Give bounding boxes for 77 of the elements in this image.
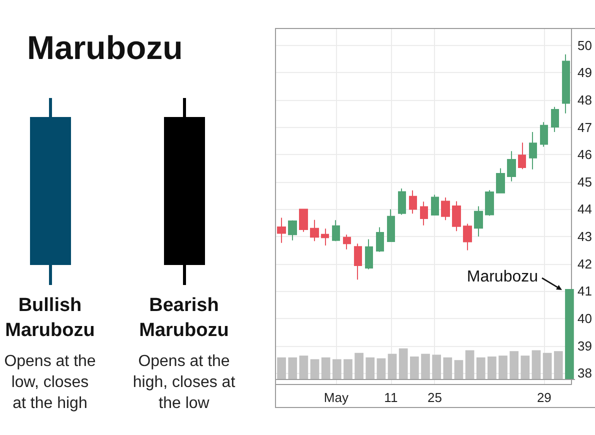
candlestick [496, 168, 505, 194]
candlestick [332, 220, 340, 242]
y-tick-label: 38 [578, 366, 592, 381]
text: Opens at the low, closes at the high [3, 352, 97, 414]
bar [366, 357, 375, 379]
candlestick [551, 106, 559, 132]
candlestick [310, 219, 319, 242]
text: Opens at the high, closes at the low [132, 352, 236, 414]
y-tick-label: 44 [578, 202, 592, 217]
y-tick-label: 40 [578, 310, 592, 326]
text: Marubozu [27, 28, 183, 68]
bar [432, 354, 442, 379]
text: Bearish Marubozu [138, 294, 230, 343]
bar [321, 357, 330, 379]
candlestick [529, 131, 537, 170]
y-tick-label: 48 [578, 92, 592, 108]
bar [288, 357, 298, 379]
bar [277, 357, 286, 379]
candlestick [507, 150, 516, 182]
candlestick [518, 142, 526, 170]
y-tick-label: 43 [578, 229, 592, 244]
text: Bullish Marubozu [4, 294, 96, 343]
y-tick-label: 42 [578, 256, 592, 272]
candlestick [365, 238, 373, 270]
candlestick [398, 188, 406, 216]
x-tick-label: 29 [536, 390, 552, 405]
y-tick-label: 50 [578, 38, 592, 53]
x-tick-label: 25 [427, 390, 442, 405]
candlestick [354, 243, 362, 280]
x-tick-label: 11 [384, 390, 398, 405]
y-tick-label: 47 [578, 120, 592, 135]
candlestick [540, 122, 548, 148]
bar [376, 358, 386, 379]
candlestick [431, 194, 439, 216]
candlestick [288, 220, 297, 241]
bar [421, 354, 430, 379]
bar [565, 289, 574, 379]
candlestick [420, 201, 428, 226]
bar [520, 356, 530, 379]
candlestick [299, 208, 308, 232]
bar [388, 354, 397, 379]
x-tick-label: May [324, 390, 349, 405]
candlestick [321, 228, 329, 246]
bar [554, 351, 563, 379]
bar [454, 360, 464, 379]
bar [465, 350, 474, 379]
bar [532, 350, 541, 379]
y-tick-label: 49 [578, 65, 592, 80]
bar [510, 351, 519, 379]
bar [332, 359, 342, 379]
candlestick [485, 190, 494, 216]
annotation: Marubozu [466, 268, 538, 286]
candlestick [463, 223, 472, 251]
candlestick [387, 208, 395, 242]
y-tick-label: 41 [578, 284, 592, 299]
candlestick [441, 196, 450, 221]
bar [488, 356, 496, 379]
y-tick-label: 39 [578, 338, 592, 354]
candlestick [409, 190, 417, 214]
candlestick [562, 54, 570, 114]
bar [344, 359, 352, 379]
bar [310, 359, 320, 379]
bar [476, 357, 486, 379]
bar [398, 348, 408, 379]
bar [498, 356, 508, 379]
candlestick [343, 234, 351, 250]
bar [410, 356, 419, 379]
candlestick [277, 217, 286, 244]
candlestick [474, 206, 483, 238]
y-tick-label: 46 [578, 147, 592, 162]
bar [542, 352, 552, 379]
bar [299, 356, 308, 379]
y-tick-label: 45 [578, 174, 592, 190]
candlestick [452, 200, 461, 232]
bar [443, 357, 452, 379]
bar [354, 352, 364, 379]
candlestick [376, 226, 384, 252]
